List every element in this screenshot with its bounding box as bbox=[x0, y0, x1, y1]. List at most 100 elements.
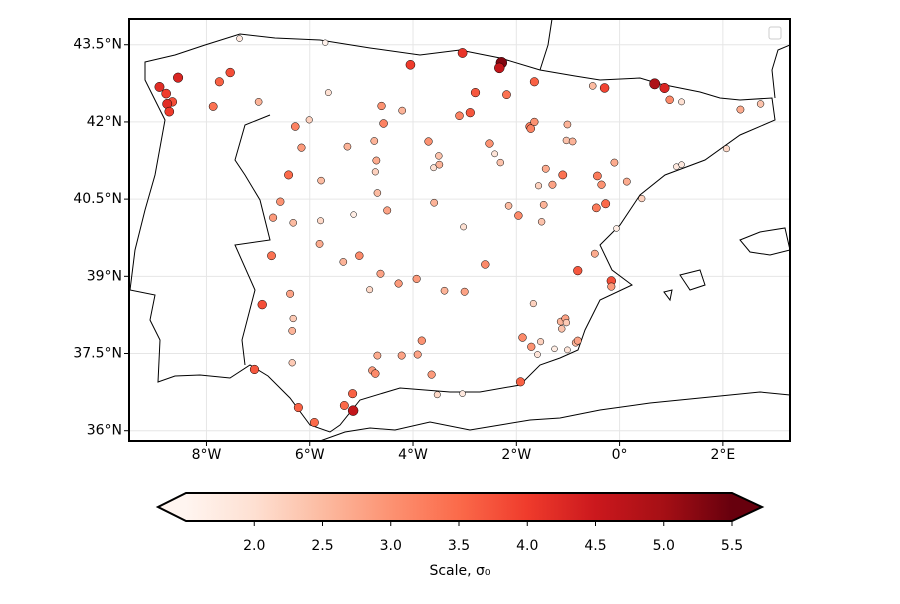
station-point bbox=[485, 139, 494, 148]
station-point bbox=[590, 249, 599, 258]
station-point bbox=[291, 122, 300, 131]
station-point bbox=[347, 405, 359, 416]
station-point bbox=[562, 319, 571, 327]
station-point bbox=[514, 211, 523, 220]
station-point bbox=[267, 251, 276, 261]
station-point bbox=[515, 377, 525, 387]
station-point bbox=[254, 98, 263, 106]
station-point bbox=[610, 158, 619, 167]
station-point bbox=[457, 48, 468, 58]
station-point bbox=[276, 197, 285, 206]
station-point bbox=[371, 369, 380, 378]
station-point bbox=[322, 39, 329, 46]
station-point bbox=[558, 170, 568, 180]
station-point bbox=[573, 336, 582, 345]
station-point bbox=[309, 418, 319, 427]
station-point bbox=[435, 160, 444, 169]
station-point bbox=[297, 143, 306, 152]
station-point bbox=[459, 390, 466, 397]
station-point bbox=[376, 269, 385, 278]
station-point bbox=[397, 351, 406, 360]
station-point bbox=[593, 171, 602, 181]
y-tick-label: 40.5°N bbox=[73, 191, 122, 207]
africa-coast bbox=[319, 391, 790, 441]
station-point bbox=[622, 177, 631, 186]
colorbar-tick-label: 3.0 bbox=[380, 538, 402, 554]
station-point bbox=[678, 98, 685, 106]
station-point bbox=[526, 124, 536, 133]
station-point bbox=[527, 342, 536, 351]
station-point bbox=[481, 260, 490, 269]
station-point bbox=[284, 170, 294, 180]
station-point bbox=[164, 106, 175, 117]
x-tick-label: 2°W bbox=[501, 447, 531, 463]
station-point bbox=[214, 77, 224, 87]
station-point bbox=[413, 350, 422, 359]
station-point bbox=[430, 198, 439, 207]
y-tick-label: 42°N bbox=[87, 114, 122, 130]
station-point bbox=[530, 117, 539, 127]
station-point bbox=[405, 60, 416, 70]
station-point bbox=[293, 403, 303, 413]
station-point bbox=[723, 145, 730, 153]
station-point bbox=[440, 286, 449, 295]
station-point bbox=[427, 370, 436, 379]
station-point bbox=[379, 119, 388, 128]
x-tick-label: 6°W bbox=[295, 447, 325, 463]
colorbar-extend-low bbox=[158, 493, 186, 521]
station-point bbox=[249, 364, 260, 375]
station-point bbox=[430, 164, 438, 172]
station-point bbox=[678, 161, 685, 168]
station-point bbox=[548, 180, 557, 189]
x-tick-label: 4°W bbox=[398, 447, 428, 463]
station-point bbox=[377, 101, 386, 111]
station-point bbox=[257, 299, 267, 310]
station-point bbox=[286, 289, 295, 298]
y-tick-label: 39°N bbox=[87, 268, 122, 284]
colorbar-tick-label: 3.5 bbox=[448, 538, 470, 554]
station-point bbox=[373, 189, 382, 197]
station-point bbox=[551, 345, 558, 353]
station-point bbox=[372, 156, 381, 165]
x-tick-label: 2°E bbox=[710, 447, 735, 463]
station-point bbox=[529, 77, 539, 87]
colorbar-tick-label: 5.0 bbox=[653, 538, 675, 554]
map-frame bbox=[128, 18, 791, 442]
y-tick-label: 43.5°N bbox=[73, 37, 122, 53]
portugal-border bbox=[234, 114, 271, 366]
iberia-coast bbox=[129, 33, 776, 433]
station-point bbox=[398, 106, 406, 115]
station-point bbox=[601, 199, 611, 209]
station-point bbox=[502, 90, 511, 100]
station-point bbox=[383, 206, 392, 215]
station-point bbox=[417, 336, 426, 345]
colorbar-tick-label: 4.5 bbox=[584, 538, 606, 554]
station-point bbox=[289, 219, 297, 227]
station-point bbox=[394, 279, 403, 288]
station-point bbox=[373, 351, 382, 360]
balearic-islands bbox=[663, 227, 790, 302]
station-point bbox=[343, 142, 352, 151]
station-point bbox=[350, 211, 357, 218]
colorbar-tick-label: 4.0 bbox=[516, 538, 538, 554]
station-point bbox=[607, 282, 616, 291]
station-point bbox=[588, 82, 597, 90]
station-point bbox=[339, 401, 349, 410]
station-point bbox=[225, 67, 235, 78]
station-point bbox=[366, 286, 374, 294]
station-point bbox=[599, 83, 610, 93]
colorbar-extend-high bbox=[732, 493, 762, 521]
station-point bbox=[355, 251, 364, 260]
station-point bbox=[339, 258, 348, 266]
station-point bbox=[563, 120, 572, 129]
station-point bbox=[496, 158, 504, 167]
station-point bbox=[534, 351, 541, 358]
station-point bbox=[470, 88, 481, 98]
station-point bbox=[370, 137, 379, 145]
colorbar-tick-label: 5.5 bbox=[721, 538, 743, 554]
station-point bbox=[173, 72, 184, 83]
station-point bbox=[518, 333, 527, 342]
station-point bbox=[305, 116, 313, 124]
station-point bbox=[659, 82, 670, 93]
